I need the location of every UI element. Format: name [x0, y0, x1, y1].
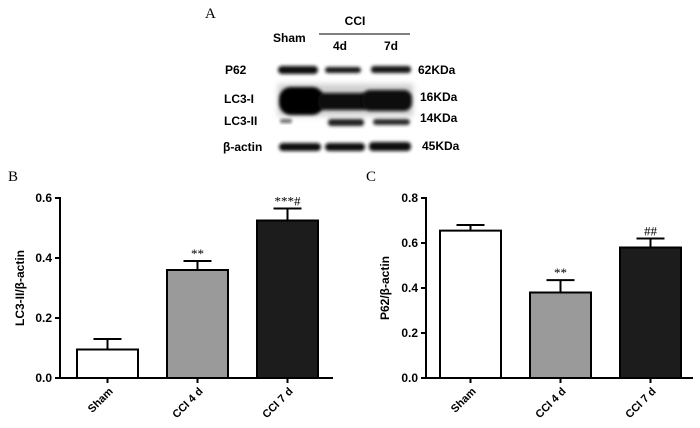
size-label-14kda: 14KDa: [420, 111, 458, 125]
significance-label: ***#: [275, 194, 302, 209]
y-tick-label: 0.0: [35, 371, 52, 385]
x-tick-label: Sham: [449, 385, 479, 415]
size-label-45kda: 45KDa: [422, 139, 460, 153]
lane-header-7d: 7d: [384, 39, 398, 53]
row-label-p62: P62: [225, 63, 247, 77]
panel-label-c: C: [366, 169, 376, 185]
lane-header-sham: Sham: [273, 31, 306, 45]
y-axis-label: LC3-II/β-actin: [13, 250, 27, 326]
row-label-beta-actin: β-actin: [223, 140, 262, 154]
lane-header-4d: 4d: [333, 39, 347, 53]
y-tick-label: 0.8: [401, 191, 418, 205]
y-tick-label: 0.0: [401, 371, 418, 385]
western-blot-panel: A Sham CCI 4d 7d P62 LC3-I LC3-II β-acti…: [205, 6, 460, 154]
panel-label-a: A: [205, 6, 216, 22]
size-label-62kda: 62KDa: [418, 63, 456, 77]
y-axis-label: P62/β-actin: [378, 256, 392, 320]
size-label-16kda: 16KDa: [420, 90, 458, 104]
bar-cci-7-d: [256, 219, 319, 379]
y-tick-label: 0.2: [35, 311, 52, 325]
blot-bands-p62: [278, 66, 411, 74]
x-tick-label: CCI 4 d: [170, 386, 205, 421]
bar-sham: [76, 348, 139, 379]
significance-label: **: [554, 265, 567, 280]
lane-header-cci: CCI: [345, 14, 366, 28]
bar-cci-4-d: [166, 269, 229, 379]
bar-sham: [439, 229, 502, 379]
y-tick-label: 0.6: [35, 191, 52, 205]
bar-cci-4-d: [529, 291, 592, 379]
significance-label: **: [191, 246, 204, 261]
y-tick-label: 0.4: [35, 251, 52, 265]
row-label-lc3-ii: LC3-II: [224, 114, 257, 128]
x-tick-label: CCI 7 d: [623, 386, 658, 421]
blot-bands-beta-actin: [279, 142, 411, 151]
y-tick-label: 0.6: [401, 236, 418, 250]
blot-bands-lc3: [278, 84, 413, 126]
panel-label-b: B: [8, 169, 18, 185]
significance-label: ##: [644, 224, 658, 239]
x-tick-label: Sham: [86, 385, 116, 415]
row-label-lc3-i: LC3-I: [224, 92, 254, 106]
bar-cci-7-d: [619, 246, 682, 379]
chart-lc3-ratio: B LC3-II/β-actin 0.0 0.2 0.4 0.6 Sham ** CCI 4…: [8, 169, 333, 421]
chart-p62-ratio: C P62/β-actin 0.0 0.2 0.4 0.6 0.8 Sham ** CCI 4…: [366, 169, 693, 421]
x-tick-label: CCI 4 d: [533, 386, 568, 421]
y-tick-label: 0.2: [401, 326, 418, 340]
x-tick-label: CCI 7 d: [260, 386, 295, 421]
y-tick-label: 0.4: [401, 281, 418, 295]
